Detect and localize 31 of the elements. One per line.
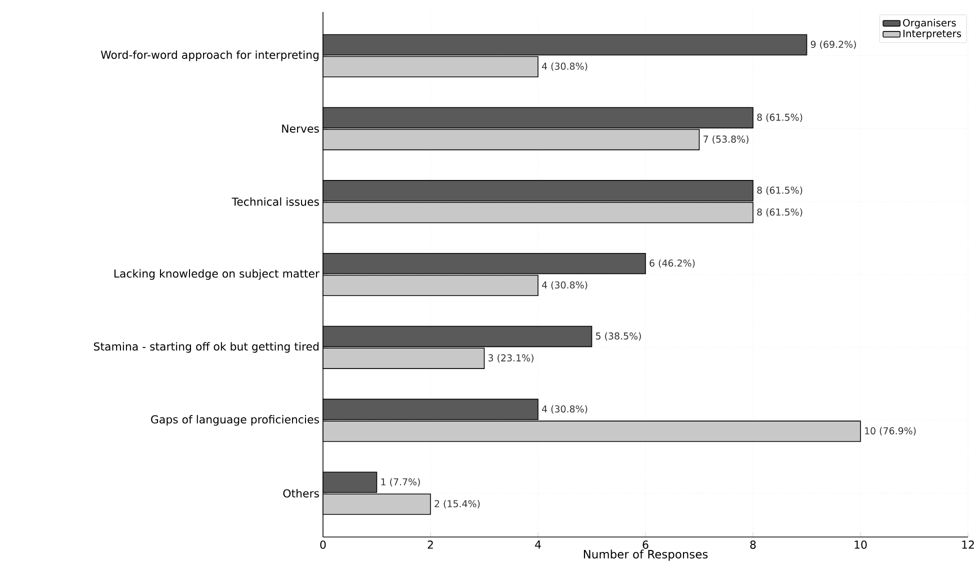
data-label: 2 (15.4%) <box>434 500 480 508</box>
y-tick-label: Others <box>283 489 319 498</box>
x-axis-title: Number of Responses <box>584 550 708 561</box>
legend-label: Interpreters <box>903 30 962 40</box>
data-label: 10 (76.9%) <box>865 427 916 436</box>
y-tick-label: Word-for-word approach for interpreting <box>100 50 318 62</box>
x-tick-label: 12 <box>962 540 974 549</box>
data-label: 3 (23.1%) <box>488 354 534 363</box>
x-tick-label: 4 <box>535 540 541 549</box>
data-label: 6 (46.2%) <box>650 259 695 268</box>
data-label: 4 (30.8%) <box>542 281 588 290</box>
data-label: 5 (38.5%) <box>596 332 641 341</box>
y-tick-label: Nerves <box>282 124 319 133</box>
data-label: 4 (30.8%) <box>542 62 588 71</box>
x-tick-label: 0 <box>320 540 326 549</box>
x-tick-label: 8 <box>750 540 756 549</box>
data-label: 1 (7.7%) <box>381 478 420 487</box>
x-tick-label: 2 <box>428 540 433 549</box>
data-label: 7 (53.8%) <box>704 135 748 144</box>
data-label: 8 (61.5%) <box>757 114 802 122</box>
data-label: 8 (61.5%) <box>757 186 802 195</box>
y-tick-label: Technical issues <box>232 197 319 206</box>
x-tick-label: 6 <box>642 540 648 549</box>
y-tick-label: Gaps of language proficiencies <box>151 415 319 426</box>
data-label: 9 (69.2%) <box>810 40 856 50</box>
data-label: 8 (61.5%) <box>757 208 802 217</box>
y-tick-label: Stamina - starting off ok but getting tired <box>94 342 319 353</box>
data-label: 4 (30.8%) <box>542 405 588 414</box>
y-tick-label: Lacking knowledge on subject matter <box>114 269 320 280</box>
legend-label: Organisers <box>903 18 956 28</box>
x-tick-label: 10 <box>854 540 867 549</box>
